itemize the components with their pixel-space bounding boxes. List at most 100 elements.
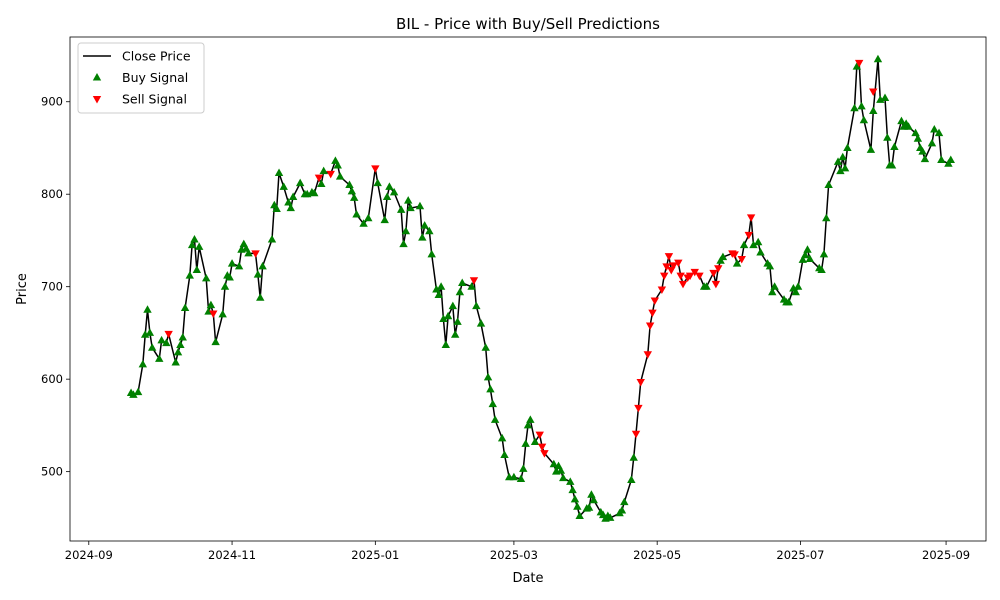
buy-signal-marker <box>890 142 899 151</box>
buy-signal-marker <box>178 333 187 341</box>
buy-signal-marker <box>897 116 906 125</box>
buy-signal-marker <box>483 372 493 381</box>
sell-signal-marker <box>643 351 652 359</box>
buy-signal-marker <box>791 287 800 296</box>
buy-signal-marker <box>448 301 458 310</box>
buy-signal-marker <box>589 495 598 504</box>
buy-signal-marker <box>486 384 495 393</box>
sell-signal-marker <box>674 259 683 268</box>
buy-signal-marker <box>234 261 244 270</box>
legend-buy-swatch <box>92 73 102 81</box>
chart-title: BIL - Price with Buy/Sell Predictions <box>396 15 660 33</box>
buy-signal-marker <box>568 485 577 494</box>
buy-signal-marker <box>194 242 204 250</box>
buy-signal-marker <box>145 328 155 336</box>
buy-signal-marker <box>798 255 807 263</box>
buy-signal-marker <box>500 450 509 458</box>
sell-signal-marker <box>869 88 878 97</box>
buy-signal-marker <box>521 439 530 447</box>
buy-signal-marker <box>436 282 446 290</box>
sell-signal-marker <box>854 59 864 68</box>
buy-signal-marker <box>434 290 443 299</box>
buy-signal-marker <box>192 265 202 274</box>
buy-signal-marker <box>206 300 216 309</box>
buy-signal-marker <box>819 249 829 258</box>
buy-signal-marker <box>793 282 803 290</box>
close-price-line <box>130 58 952 520</box>
buy-signal-marker <box>850 103 859 112</box>
buy-signal-marker <box>432 284 441 293</box>
buy-signal-marker <box>573 502 582 510</box>
buy-signal-marker <box>157 335 166 344</box>
sell-signal-marker <box>535 431 544 440</box>
sell-signal-marker <box>676 272 685 281</box>
legend-label: Buy Signal <box>122 70 188 85</box>
buy-signal-marker <box>718 252 728 261</box>
sell-signal-marker <box>711 280 721 289</box>
buy-signal-marker <box>427 249 436 258</box>
y-tick-label: 800 <box>41 187 63 201</box>
buy-signal-marker <box>523 420 533 429</box>
buy-signal-marker <box>519 464 528 472</box>
buy-signal-marker <box>425 226 434 235</box>
x-tick-label: 2025-07 <box>776 548 824 562</box>
sell-signal-marker <box>371 165 380 173</box>
buy-signal-marker <box>838 152 847 161</box>
buy-signal-marker <box>880 93 890 102</box>
buy-signal-marker <box>317 179 326 188</box>
sell-signal-marker <box>737 255 746 264</box>
buy-signal-marker <box>824 180 833 188</box>
buy-signal-marker <box>587 490 596 498</box>
buy-signal-marker <box>319 166 328 175</box>
x-axis-label: Date <box>512 571 543 586</box>
buy-signal-marker <box>840 163 850 172</box>
buy-signal-marker <box>396 205 406 213</box>
buy-signal-marker <box>185 271 194 279</box>
buy-signal-marker <box>399 239 408 248</box>
buy-signal-marker <box>211 337 220 346</box>
buy-signal-marker <box>180 303 190 311</box>
buy-signal-marker <box>556 466 566 474</box>
buy-signal-marker <box>852 62 862 70</box>
buy-signal-marker <box>225 272 234 281</box>
buy-signal-marker <box>526 415 535 423</box>
sell-signal-marker <box>664 253 674 261</box>
buy-signal-marker <box>476 319 486 327</box>
buy-signal-marker <box>873 54 883 63</box>
sell-signal-marker <box>690 268 699 277</box>
buy-signal-marker <box>401 226 411 235</box>
buy-signal-marker <box>509 472 519 481</box>
buy-signal-marker <box>267 235 277 243</box>
buy-signal-marker <box>335 172 345 180</box>
buy-signal-marker <box>784 297 793 306</box>
sell-signal-marker <box>744 231 753 240</box>
buy-signal-marker <box>866 145 876 153</box>
buy-signal-marker <box>418 233 427 241</box>
x-tick-label: 2024-09 <box>65 548 113 562</box>
buy-signal-marker <box>497 433 507 442</box>
sell-signal-marker <box>678 280 688 289</box>
buy-signal-marker <box>373 178 382 187</box>
sell-signal-marker <box>685 272 695 281</box>
sell-signal-marker <box>634 404 643 413</box>
buy-signal-marker <box>770 282 779 290</box>
buy-signal-marker <box>404 196 413 204</box>
buy-signal-marker <box>488 399 497 408</box>
buy-signal-marker <box>443 311 453 320</box>
y-tick-label: 700 <box>41 280 63 294</box>
buy-signal-marker <box>347 186 357 195</box>
buy-signal-marker <box>220 282 230 290</box>
sell-signal-marker <box>669 262 678 270</box>
buy-signal-marker <box>359 219 368 227</box>
legend-box <box>77 42 205 114</box>
legend-label: Close Price <box>122 49 191 64</box>
sell-signal-marker <box>695 272 704 281</box>
buy-signal-marker <box>566 477 575 485</box>
buy-signal-marker <box>937 155 946 163</box>
y-tick-label: 900 <box>41 95 63 109</box>
buy-signal-marker <box>349 193 359 201</box>
buy-signal-marker <box>516 474 526 483</box>
buy-signal-marker <box>920 154 930 163</box>
legend-label: Sell Signal <box>122 92 187 107</box>
sell-signal-marker <box>662 263 671 271</box>
